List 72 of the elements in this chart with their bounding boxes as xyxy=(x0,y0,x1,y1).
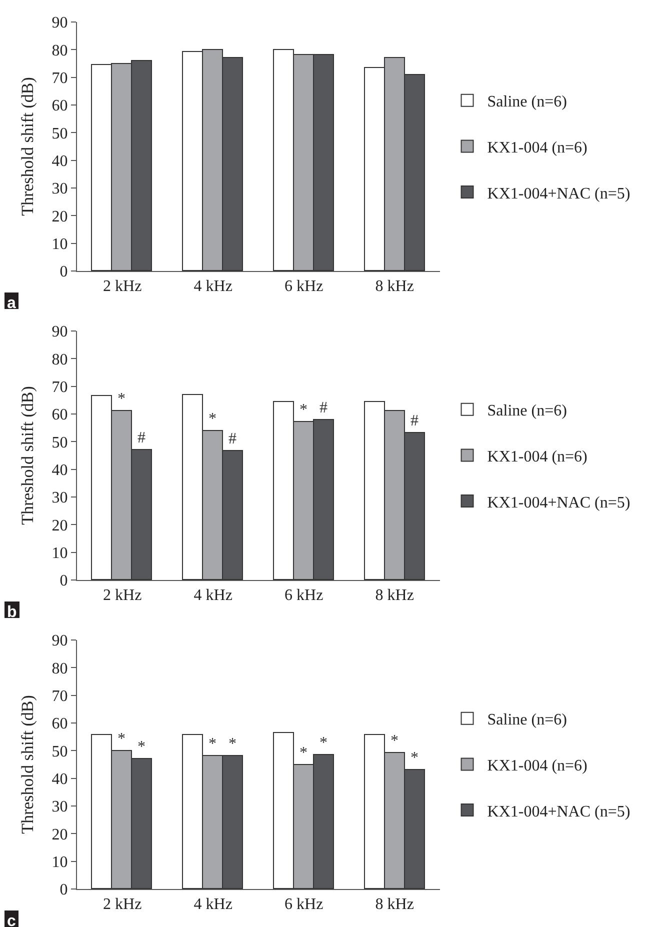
y-axis-title: Threshold shift (dB) xyxy=(18,695,37,834)
y-tick-label: 30 xyxy=(52,490,68,507)
data-label: * xyxy=(410,750,418,766)
y-tick-label: 40 xyxy=(52,462,68,479)
text: a xyxy=(7,295,16,312)
y-tick-label: 60 xyxy=(52,716,68,733)
y-tick-label: 20 xyxy=(52,208,68,226)
y-tick-label: 90 xyxy=(52,632,68,650)
data-label: # xyxy=(228,430,236,448)
data-label: * xyxy=(228,736,236,752)
data-label: * xyxy=(320,734,328,752)
x-tick-label: 4 kHz xyxy=(194,278,232,296)
y-tick-label: 10 xyxy=(52,854,68,871)
y-tick-label: 10 xyxy=(52,544,68,562)
x-tick-label: 2 kHz xyxy=(103,587,142,604)
y-tick-label: 80 xyxy=(52,42,68,60)
y-tick-label: 60 xyxy=(52,406,68,424)
y-tick-label: 0 xyxy=(60,264,68,281)
x-tick-label: 2 kHz xyxy=(103,278,142,296)
legend-label: KX1-004 (n=6) xyxy=(487,139,588,156)
legend-label: Saline (n=6) xyxy=(487,402,567,420)
y-tick-label: 10 xyxy=(52,236,68,253)
data-label: * xyxy=(300,744,308,762)
data-label: * xyxy=(138,738,146,756)
data-label: * xyxy=(390,732,398,750)
y-tick-label: 0 xyxy=(60,572,68,590)
legend-label: KX1-004+NAC (n=5) xyxy=(487,803,630,820)
data-label: * xyxy=(118,730,126,748)
data-label: * xyxy=(118,390,126,408)
x-tick-label: 2 kHz xyxy=(103,896,142,914)
y-tick-label: 40 xyxy=(52,152,68,170)
legend-label: Saline (n=6) xyxy=(487,712,567,729)
data-label: * xyxy=(208,736,216,752)
legend-label: KX1-004+NAC (n=5) xyxy=(487,185,630,202)
x-tick-label: 4 kHz xyxy=(194,587,232,604)
x-tick-label: 8 kHz xyxy=(375,278,414,296)
y-tick-label: 30 xyxy=(52,180,68,198)
y-tick-label: 80 xyxy=(52,351,68,368)
legend-label: KX1-004 (n=6) xyxy=(487,757,588,774)
y-axis-title: Threshold shift (dB) xyxy=(18,386,37,525)
y-tick-label: 80 xyxy=(52,660,68,678)
y-tick-label: 70 xyxy=(52,70,68,87)
y-tick-label: 50 xyxy=(52,434,68,452)
legend-label: KX1-004+NAC (n=5) xyxy=(487,494,630,512)
x-tick-label: 4 kHz xyxy=(194,896,232,914)
y-tick-label: 20 xyxy=(52,517,68,534)
legend-label: Saline (n=6) xyxy=(487,94,567,111)
text: c xyxy=(7,913,16,927)
x-tick-label: 6 kHz xyxy=(284,587,324,604)
y-tick-label: 50 xyxy=(52,125,68,142)
y-axis-title: Threshold shift (dB) xyxy=(18,77,37,216)
y-tick-label: 30 xyxy=(52,798,68,816)
y-tick-label: 40 xyxy=(52,770,68,788)
text: b xyxy=(7,604,17,621)
x-tick-label: 8 kHz xyxy=(375,587,414,604)
x-tick-label: 6 kHz xyxy=(284,278,324,296)
data-label: * xyxy=(208,410,216,428)
data-label: * xyxy=(300,402,308,418)
y-tick-label: 90 xyxy=(52,324,68,341)
y-tick-label: 20 xyxy=(52,826,68,844)
y-tick-label: 70 xyxy=(52,688,68,705)
legend-label: KX1-004 (n=6) xyxy=(487,448,588,466)
x-tick-label: 6 kHz xyxy=(284,896,324,914)
y-tick-label: 70 xyxy=(52,378,68,396)
y-tick-label: 50 xyxy=(52,743,68,760)
y-tick-label: 60 xyxy=(52,98,68,115)
data-label: # xyxy=(410,412,418,430)
y-tick-label: 0 xyxy=(60,882,68,899)
y-tick-label: 90 xyxy=(52,14,68,32)
data-label: # xyxy=(320,400,328,416)
data-label: # xyxy=(138,430,146,446)
x-tick-label: 8 kHz xyxy=(375,896,414,914)
